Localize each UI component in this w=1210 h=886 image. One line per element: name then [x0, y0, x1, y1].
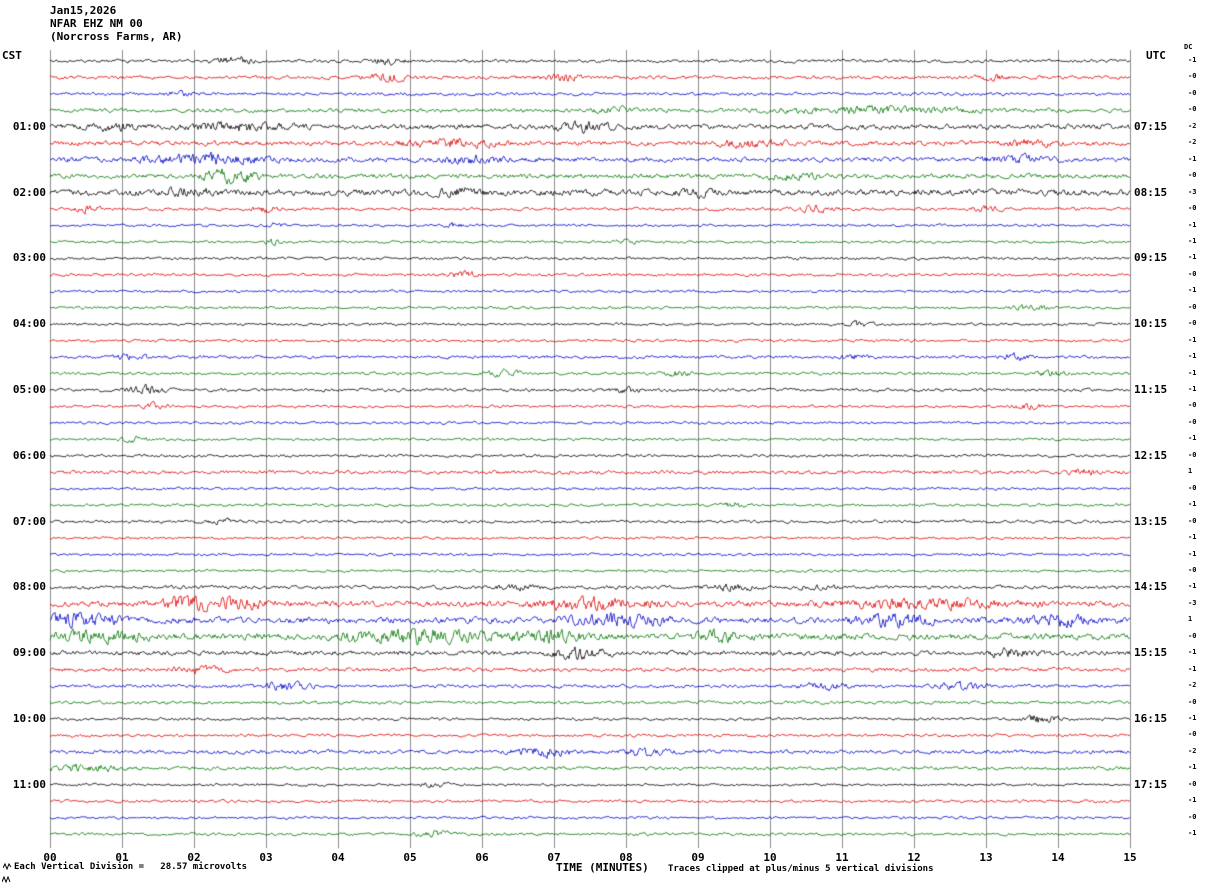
x-tick-label: 00 [43, 851, 57, 864]
x-tick-label: 10 [763, 851, 777, 864]
hour-label-utc: 07:15 [1134, 119, 1168, 133]
dc-value: -1 [1188, 253, 1197, 262]
hour-label-cst: 11:00 [12, 777, 46, 791]
dc-value: -0 [1188, 417, 1197, 426]
hour-label-cst: 01:00 [12, 119, 46, 133]
dc-value: -0 [1188, 730, 1197, 739]
dc-value: -0 [1188, 88, 1197, 97]
x-tick-label: 15 [1123, 851, 1137, 864]
calibration-squiggle-icon [3, 862, 12, 871]
x-tick-label: 13 [979, 851, 993, 864]
x-tick-label: 08 [619, 851, 633, 864]
hour-label-utc: 10:15 [1134, 317, 1168, 331]
dc-value: -2 [1188, 681, 1197, 690]
hour-label-utc: 11:15 [1134, 383, 1168, 396]
x-tick-label: 05 [403, 851, 417, 864]
dc-value: -0 [1188, 204, 1197, 213]
dc-value: -1 [1188, 829, 1197, 838]
dc-value: -1 [1188, 56, 1197, 64]
dc-value: -1 [1188, 763, 1197, 772]
dc-value: -1 [1188, 335, 1197, 344]
dc-value: -0 [1188, 302, 1197, 311]
hour-label-utc: 17:15 [1134, 777, 1168, 791]
x-tick-label: 12 [907, 851, 921, 864]
dc-value: -1 [1188, 385, 1197, 393]
dc-value: -0 [1188, 631, 1197, 640]
dc-value: -0 [1188, 319, 1197, 328]
hour-label-cst: 09:00 [12, 646, 46, 660]
hour-label-utc: 14:15 [1134, 580, 1168, 594]
dc-value: -1 [1188, 648, 1197, 657]
dc-value: -3 [1188, 598, 1197, 607]
dc-value: -1 [1188, 714, 1197, 722]
dc-value: -1 [1188, 434, 1197, 443]
dc-value: -1 [1188, 500, 1197, 509]
x-tick-label: 11 [835, 851, 849, 864]
dc-value: -2 [1188, 746, 1197, 755]
dc-value: -2 [1188, 121, 1197, 130]
clip-note-label: Traces clipped at plus/minus 5 vertical … [668, 864, 934, 874]
corner-squiggle-icon [2, 876, 11, 884]
x-tick-label: 07 [547, 851, 561, 864]
right-timezone-label: UTC [1146, 49, 1166, 62]
dc-value: -0 [1188, 812, 1197, 821]
hour-label-cst: 03:00 [12, 251, 46, 265]
dc-value: -1 [1188, 236, 1197, 245]
dc-value: -0 [1188, 450, 1197, 459]
dc-value: -1 [1188, 549, 1197, 558]
hour-label-utc: 08:15 [1134, 185, 1168, 199]
x-tick-label: 02 [187, 851, 201, 864]
dc-value: -0 [1188, 779, 1197, 788]
hour-label-utc: 16:15 [1134, 712, 1168, 725]
hour-label-cst: 07:00 [12, 514, 46, 528]
dc-value: -1 [1188, 352, 1197, 361]
hour-label-utc: 15:15 [1134, 646, 1168, 660]
hour-label-cst: 06:00 [12, 448, 46, 462]
date-label: Jan15,2026 [50, 4, 117, 17]
dc-value: 1 [1188, 615, 1193, 624]
hour-label-cst: 02:00 [12, 185, 46, 199]
scale-note-label: Each Vertical Division = 28.57 microvolt… [14, 862, 247, 872]
dc-value: -1 [1188, 220, 1197, 229]
hour-label-cst: 05:00 [12, 383, 46, 396]
dc-value: -1 [1188, 286, 1197, 295]
dc-value: 1 [1188, 467, 1193, 476]
dc-value: -0 [1188, 483, 1197, 492]
hour-label-cst: 10:00 [12, 712, 46, 725]
left-timezone-label: CST [2, 49, 22, 62]
dc-value: -1 [1188, 796, 1197, 805]
hour-label-utc: 09:15 [1134, 251, 1168, 265]
x-tick-label: 14 [1051, 851, 1065, 864]
dc-header-label: DC [1184, 43, 1193, 51]
dc-value: -0 [1188, 565, 1197, 574]
dc-value: -1 [1188, 664, 1197, 673]
x-tick-label: 03 [259, 851, 273, 864]
dc-value: -1 [1188, 582, 1197, 591]
dc-value: -1 [1188, 154, 1197, 163]
dc-value: -1 [1188, 368, 1197, 377]
x-tick-label: 06 [475, 851, 489, 864]
station-label: NFAR EHZ NM 00 [50, 17, 143, 30]
x-tick-label: 01 [115, 851, 129, 864]
hour-label-utc: 12:15 [1134, 448, 1168, 462]
dc-value: -0 [1188, 697, 1197, 706]
hour-label-cst: 04:00 [12, 317, 46, 331]
dc-value: -0 [1188, 105, 1197, 114]
x-tick-label: 09 [691, 851, 705, 864]
dc-value: -0 [1188, 269, 1197, 278]
dc-value: -3 [1188, 187, 1197, 196]
dc-value: -0 [1188, 516, 1197, 525]
dc-value: -0 [1188, 171, 1197, 180]
dc-value: -1 [1188, 533, 1197, 542]
dc-value: -2 [1188, 138, 1197, 147]
hour-label-cst: 08:00 [12, 580, 46, 594]
dc-value: -0 [1188, 72, 1197, 81]
dc-value: -0 [1188, 401, 1197, 410]
x-tick-label: 04 [331, 851, 345, 864]
location-label: (Norcross Farms, AR) [50, 30, 183, 43]
hour-label-utc: 13:15 [1134, 514, 1168, 528]
x-axis-title: TIME (MINUTES) [556, 861, 649, 874]
